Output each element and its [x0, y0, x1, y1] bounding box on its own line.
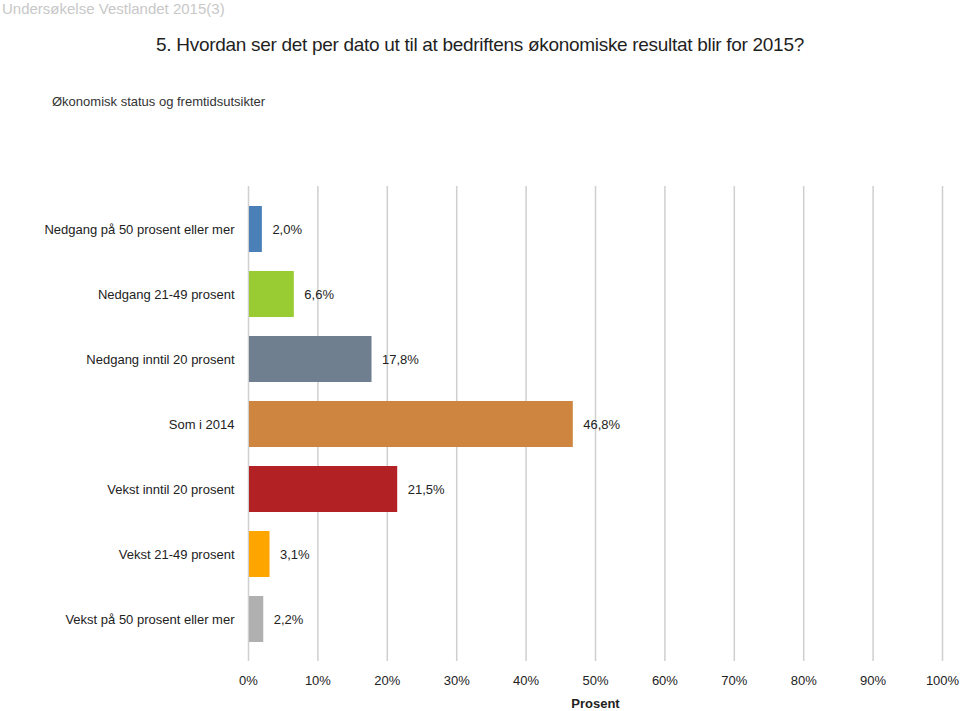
svg-text:20%: 20%: [374, 673, 400, 688]
svg-text:90%: 90%: [860, 673, 886, 688]
svg-text:Som i 2014: Som i 2014: [169, 417, 235, 432]
svg-text:Vekst 21-49 prosent: Vekst 21-49 prosent: [119, 547, 235, 562]
svg-text:70%: 70%: [721, 673, 747, 688]
svg-text:80%: 80%: [791, 673, 817, 688]
svg-text:Nedgang på 50 prosent eller me: Nedgang på 50 prosent eller mer: [44, 222, 235, 237]
svg-text:46,8%: 46,8%: [583, 417, 620, 432]
svg-text:17,8%: 17,8%: [382, 352, 419, 367]
svg-text:100%: 100%: [926, 673, 960, 688]
svg-text:Nedgang 21-49 prosent: Nedgang 21-49 prosent: [98, 287, 235, 302]
svg-text:Vekst inntil 20 prosent: Vekst inntil 20 prosent: [107, 482, 235, 497]
svg-text:60%: 60%: [652, 673, 678, 688]
svg-text:10%: 10%: [305, 673, 331, 688]
svg-text:0%: 0%: [239, 673, 258, 688]
svg-text:Vekst på 50 prosent eller mer: Vekst på 50 prosent eller mer: [65, 612, 235, 627]
html-text:5. Hvordan ser det per dato ut: 5. Hvordan ser det per dato ut til at be…: [156, 34, 804, 55]
svg-text:21,5%: 21,5%: [408, 482, 445, 497]
svg-text:Nedgang inntil 20 prosent: Nedgang inntil 20 prosent: [86, 352, 235, 367]
svg-text:6,6%: 6,6%: [304, 287, 334, 302]
svg-text:50%: 50%: [582, 673, 608, 688]
svg-text:Prosent: Prosent: [571, 696, 620, 711]
svg-text:30%: 30%: [444, 673, 470, 688]
svg-text:2,0%: 2,0%: [272, 222, 302, 237]
html-text:Undersøkelse Vestlandet 2015(3: Undersøkelse Vestlandet 2015(3): [2, 0, 225, 17]
svg-text:3,1%: 3,1%: [280, 547, 310, 562]
html-text:Økonomisk status og fremtidsut: Økonomisk status og fremtidsutsikter: [52, 94, 266, 109]
svg-text:2,2%: 2,2%: [274, 612, 304, 627]
svg-text:40%: 40%: [513, 673, 539, 688]
